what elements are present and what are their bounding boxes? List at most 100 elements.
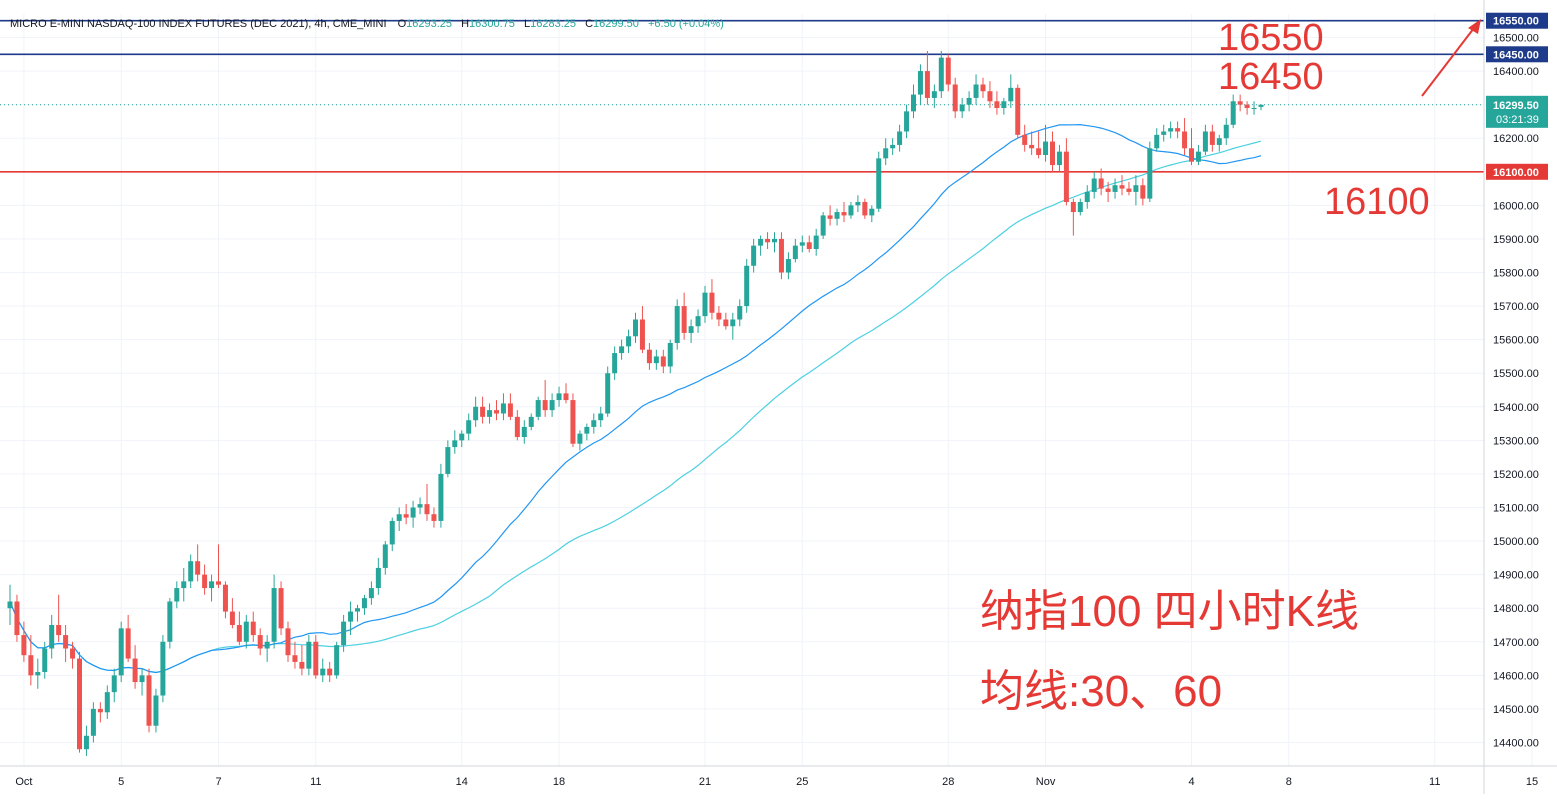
candle[interactable] [431,507,437,528]
candle[interactable] [7,584,13,625]
candle[interactable] [584,423,590,441]
candle[interactable] [980,77,986,98]
candle[interactable] [56,594,62,642]
candle[interactable] [911,84,916,119]
candle[interactable] [1063,138,1069,206]
candle[interactable] [181,567,187,602]
candle[interactable] [876,151,882,213]
candle[interactable] [556,386,562,407]
candle[interactable] [507,393,513,421]
candle[interactable] [890,138,896,155]
candle[interactable] [104,685,110,719]
candle[interactable] [1244,101,1250,115]
candle[interactable] [1112,178,1118,199]
candle[interactable] [1084,185,1090,209]
candle[interactable] [653,349,659,370]
candle[interactable] [1029,131,1035,156]
candle[interactable] [327,661,333,683]
candle[interactable] [1168,121,1174,139]
candle[interactable] [716,306,722,327]
candle[interactable] [1182,118,1188,155]
candle[interactable] [1147,141,1153,202]
candle[interactable] [202,564,208,595]
candle[interactable] [410,500,416,528]
candle[interactable] [500,393,506,421]
candle[interactable] [521,420,527,444]
candle[interactable] [90,702,96,743]
candle[interactable] [1036,131,1042,159]
candle[interactable] [299,645,305,676]
candle[interactable] [222,581,228,619]
candle[interactable] [334,641,340,679]
candle[interactable] [827,205,833,226]
candle[interactable] [174,581,180,609]
candle[interactable] [883,138,889,166]
candle[interactable] [785,252,791,280]
candle[interactable] [63,625,69,662]
candle[interactable] [820,212,826,239]
candle[interactable] [737,299,743,327]
candle[interactable] [1175,121,1181,139]
candle[interactable] [813,228,819,256]
candle[interactable] [751,238,757,273]
candle[interactable] [313,635,319,679]
candle[interactable] [97,702,103,723]
candle[interactable] [389,517,395,552]
candle[interactable] [1230,94,1236,129]
candle[interactable] [952,77,958,119]
candle[interactable] [612,346,618,380]
candle[interactable] [125,614,131,662]
candle[interactable] [424,484,430,521]
candle[interactable] [869,205,875,223]
candle[interactable] [42,641,48,679]
candle[interactable] [945,54,951,92]
candle[interactable] [49,614,55,659]
candle[interactable] [744,259,750,313]
candle[interactable] [591,413,597,434]
candle[interactable] [480,396,486,424]
candle[interactable] [355,604,360,622]
candle[interactable] [799,235,805,253]
candle[interactable] [1202,124,1208,155]
candle[interactable] [209,574,215,602]
candle[interactable] [473,396,479,427]
candle[interactable] [1161,124,1167,142]
candle[interactable] [1015,84,1021,139]
candle[interactable] [466,413,472,441]
candle[interactable] [848,202,854,219]
candle[interactable] [1237,94,1243,112]
candle[interactable] [841,202,847,223]
candle[interactable] [153,688,159,733]
candle[interactable] [646,343,652,370]
candle[interactable] [619,339,625,360]
candle[interactable] [688,319,694,344]
candle[interactable] [1223,118,1229,145]
candles[interactable] [7,50,1264,756]
candle[interactable] [528,413,534,431]
candle[interactable] [28,635,34,686]
candle[interactable] [514,410,520,441]
candle[interactable] [730,312,736,340]
candle[interactable] [445,440,451,478]
candle[interactable] [660,349,666,374]
candle[interactable] [77,651,82,753]
candle[interactable] [626,329,632,354]
candle[interactable] [994,91,1000,115]
candle[interactable] [765,232,771,249]
candle[interactable] [1133,175,1139,206]
candle[interactable] [1195,144,1201,166]
candle[interactable] [1043,124,1049,162]
candle[interactable] [702,285,708,323]
candle[interactable] [348,601,354,636]
candle[interactable] [987,81,993,108]
candle[interactable] [306,635,312,676]
candle[interactable] [188,554,194,589]
candle[interactable] [1077,198,1083,216]
candle[interactable] [1070,198,1076,236]
candle[interactable] [1251,101,1257,115]
candle[interactable] [1189,128,1194,166]
candle[interactable] [806,235,812,253]
candle[interactable] [605,366,611,417]
candle[interactable] [118,621,124,683]
candle[interactable] [855,195,861,213]
